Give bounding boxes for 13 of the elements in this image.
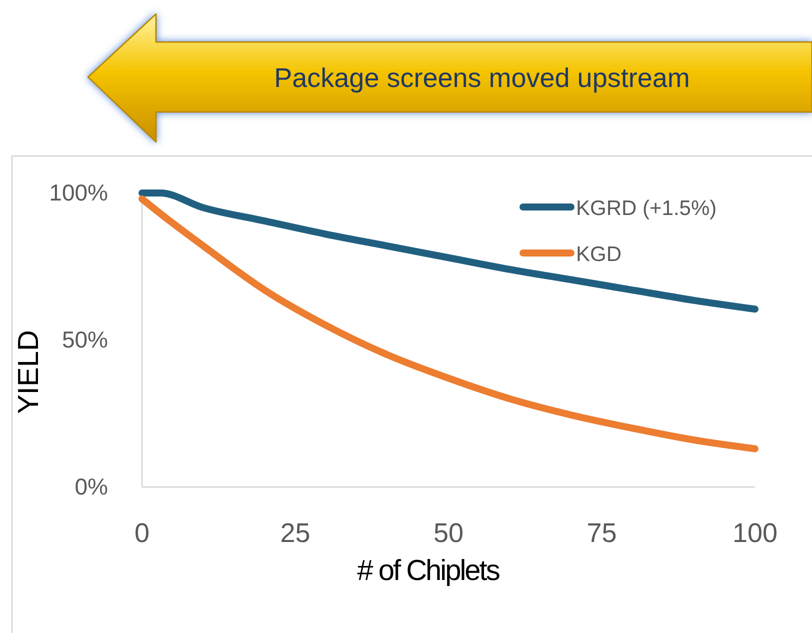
x-tick-label: 0	[134, 518, 150, 548]
text: Package screens moved upstream	[274, 63, 690, 93]
x-tick-label: 50	[433, 518, 464, 548]
legend-label: KGD	[576, 243, 622, 266]
x-tick-label: 100	[732, 518, 778, 548]
y-axis-title: YIELD	[13, 330, 45, 414]
y-tick-label: 0%	[74, 473, 108, 500]
x-tick-label: 25	[280, 518, 310, 548]
x-tick-label: 75	[586, 518, 617, 548]
y-tick-label: 50%	[62, 326, 108, 352]
x-axis-title: # of Chiplets	[357, 555, 500, 587]
legend-label: KGRD (+1.5%)	[576, 197, 717, 220]
y-tick-label: 100%	[49, 179, 108, 206]
